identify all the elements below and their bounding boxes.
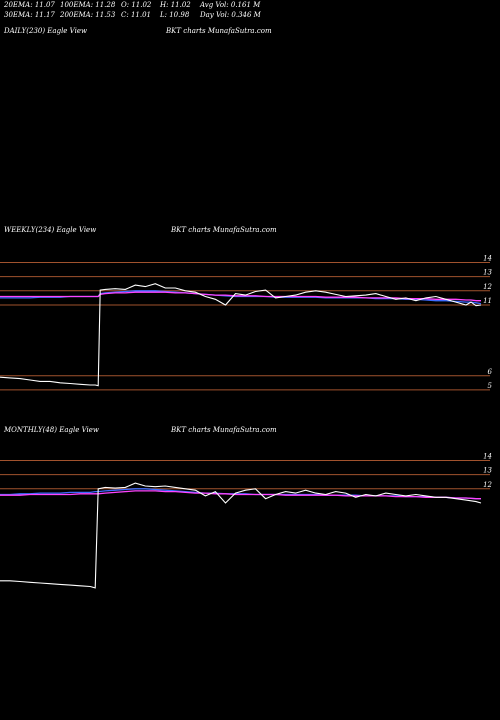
weekly-ytick-1: 13 xyxy=(483,269,492,277)
monthly-ytick-2: 12 xyxy=(483,481,492,489)
open-label: O: 11.02 xyxy=(121,1,152,9)
monthly-ytick-1: 13 xyxy=(483,467,492,475)
monthly-series-line-2 xyxy=(0,490,481,500)
monthly-ytick-0: 14 xyxy=(483,452,492,460)
ema200-label: 200EMA: 11.53 xyxy=(60,11,116,19)
weekly-panel-title: WEEKLY(234) Eagle View xyxy=(4,226,97,234)
low-label: L: 10.98 xyxy=(160,11,190,19)
weekly-ytick-0: 14 xyxy=(483,254,492,262)
weekly-series-line-0 xyxy=(0,283,482,387)
ema100-label: 100EMA: 11.28 xyxy=(60,1,116,9)
weekly-ytick-5: 5 xyxy=(488,382,493,390)
monthly-series-line-0 xyxy=(0,482,482,589)
ema20-label: 20EMA: 11.07 xyxy=(4,1,55,9)
weekly-panel-brand: BKT charts MunafaSutra.com xyxy=(171,226,277,234)
daily-panel-title: DAILY(230) Eagle View xyxy=(4,27,87,35)
weekly-series-line-1 xyxy=(0,290,482,305)
weekly-ytick-2: 12 xyxy=(483,283,492,291)
daily-panel-brand: BKT charts MunafaSutra.com xyxy=(166,27,272,35)
day-vol-label: Day Vol: 0.346 M xyxy=(200,11,261,19)
weekly-ytick-4: 6 xyxy=(488,368,493,376)
ema30-label: 30EMA: 11.17 xyxy=(4,11,55,19)
avg-vol-label: Avg Vol: 0.161 M xyxy=(200,1,261,9)
monthly-panel-brand: BKT charts MunafaSutra.com xyxy=(171,426,277,434)
monthly-panel-title: MONTHLY(48) Eagle View xyxy=(4,426,99,434)
high-label: H: 11.02 xyxy=(160,1,191,9)
weekly-ytick-3: 11 xyxy=(483,297,492,305)
close-label: C: 11.01 xyxy=(121,11,151,19)
